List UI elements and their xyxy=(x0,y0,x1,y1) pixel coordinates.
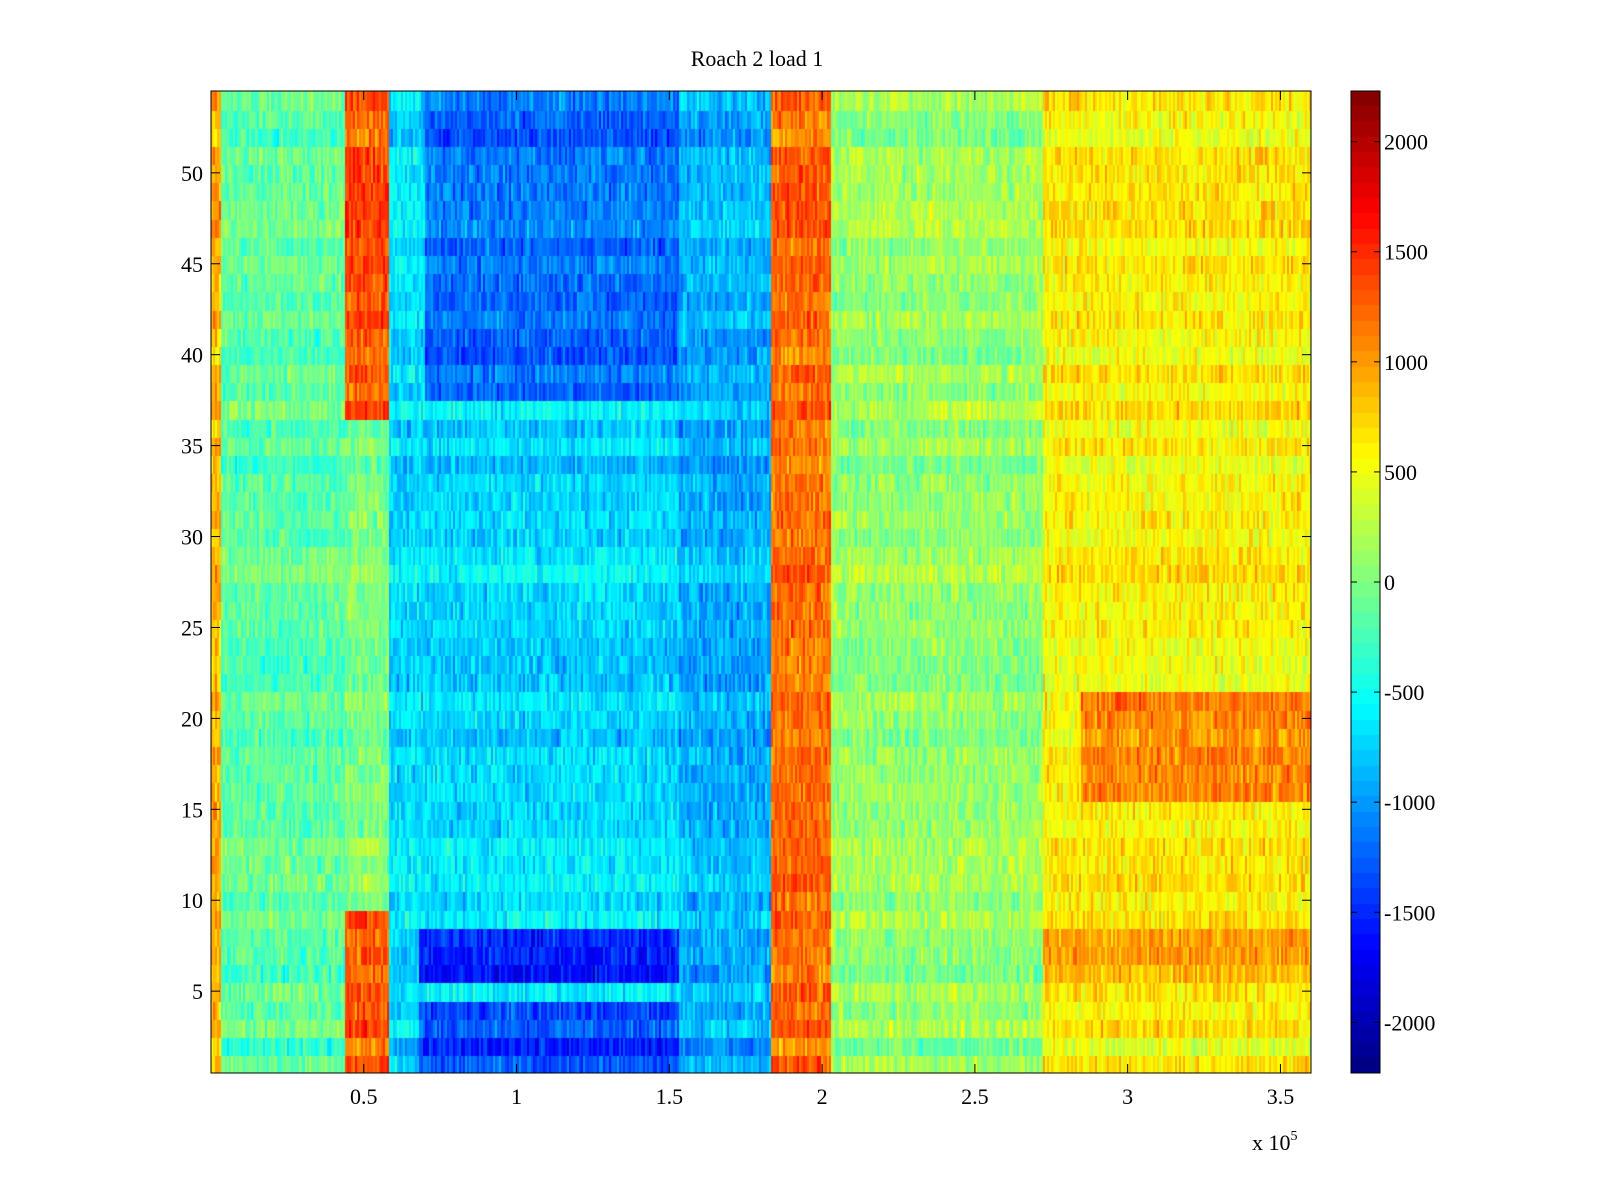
heatmap-cells xyxy=(211,91,1311,1073)
y-tick-label: 25 xyxy=(181,615,203,640)
y-tick-label: 50 xyxy=(181,161,203,186)
x-tick-label: 1.5 xyxy=(656,1084,684,1109)
x-axis-ticks: 0.5 1 1.5 2 2.5 3 3.5 xyxy=(350,91,1294,1109)
y-tick-label: 15 xyxy=(181,797,203,822)
x-tick-label: 2.5 xyxy=(961,1084,989,1109)
x-tick-label: 2 xyxy=(817,1084,828,1109)
colorbar-tick-label: 2000 xyxy=(1384,130,1428,155)
colorbar-tick-label: 1000 xyxy=(1384,350,1428,375)
x-tick-label: 0.5 xyxy=(350,1084,378,1109)
x-axis-exponent-base: x 10 xyxy=(1252,1130,1291,1155)
y-tick-label: 45 xyxy=(181,252,203,277)
colorbar-tick-label: 1500 xyxy=(1384,240,1428,265)
y-tick-label: 35 xyxy=(181,434,203,459)
y-tick-label: 20 xyxy=(181,706,203,731)
chart-title: Roach 2 load 1 xyxy=(691,46,824,71)
colorbar-tick-label: -1000 xyxy=(1384,790,1435,815)
colorbar-tick-label: -1500 xyxy=(1384,900,1435,925)
x-tick-label: 3 xyxy=(1122,1084,1133,1109)
y-tick-label: 40 xyxy=(181,343,203,368)
y-tick-label: 30 xyxy=(181,525,203,550)
y-axis-ticks: 5 10 15 20 25 30 35 40 45 50 xyxy=(181,161,1311,1004)
colorbar-tick-label: -500 xyxy=(1384,680,1424,705)
colorbar-tick-label: 0 xyxy=(1384,570,1395,595)
x-tick-label: 3.5 xyxy=(1267,1084,1295,1109)
x-axis-exponent-power: 5 xyxy=(1291,1129,1298,1144)
colorbar-ticks: 2000 1500 1000 500 0 -500 -1000 -1500 -2000 xyxy=(1351,130,1435,1035)
x-axis-exponent: x 105 xyxy=(1252,1129,1298,1155)
y-tick-label: 10 xyxy=(181,888,203,913)
x-tick-label: 1 xyxy=(511,1084,522,1109)
plot-area-frame xyxy=(210,90,1312,1074)
colorbar-tick-label: 500 xyxy=(1384,460,1417,485)
y-tick-label: 5 xyxy=(192,979,203,1004)
colorbar-tick-label: -2000 xyxy=(1384,1010,1435,1035)
